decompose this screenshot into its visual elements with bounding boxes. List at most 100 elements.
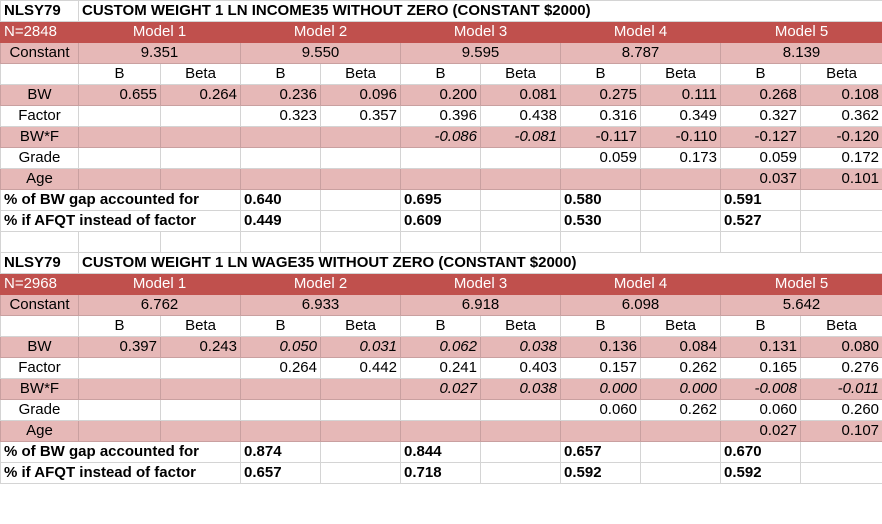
coefficient-cell[interactable]: [640, 168, 721, 190]
coefficient-cell[interactable]: -0.008: [720, 378, 801, 400]
coefficient-cell[interactable]: 0.060: [560, 399, 641, 421]
coefficient-cell[interactable]: [160, 420, 241, 442]
b-header[interactable]: B: [240, 315, 321, 337]
coefficient-cell[interactable]: 0.243: [160, 336, 241, 358]
empty-cell[interactable]: [799, 462, 882, 484]
coefficient-cell[interactable]: 0.200: [400, 84, 481, 106]
summary-value[interactable]: 0.527: [720, 210, 801, 232]
summary-value[interactable]: 0.657: [240, 462, 321, 484]
coefficient-cell[interactable]: [160, 105, 241, 127]
coefficient-cell[interactable]: -0.110: [640, 126, 721, 148]
coefficient-cell[interactable]: 0.157: [560, 357, 641, 379]
summary-value[interactable]: 0.670: [720, 441, 801, 463]
beta-header[interactable]: Beta: [799, 315, 882, 337]
coefficient-cell[interactable]: [480, 420, 561, 442]
coefficient-cell[interactable]: [240, 420, 321, 442]
empty-cell[interactable]: [480, 462, 561, 484]
coefficient-cell[interactable]: 0.107: [799, 420, 882, 442]
coefficient-cell[interactable]: 0.060: [720, 399, 801, 421]
coefficient-cell[interactable]: 0.260: [799, 399, 882, 421]
empty-cell[interactable]: [720, 231, 801, 253]
coefficient-cell[interactable]: 0.262: [640, 357, 721, 379]
empty-cell[interactable]: [799, 231, 882, 253]
coefficient-cell[interactable]: -0.120: [799, 126, 882, 148]
coefficient-cell[interactable]: 0.108: [799, 84, 882, 106]
coefficient-cell[interactable]: 0.136: [560, 336, 641, 358]
dataset-label[interactable]: NLSY79: [0, 0, 79, 22]
coefficient-cell[interactable]: [78, 126, 161, 148]
coefficient-cell[interactable]: 0.397: [78, 336, 161, 358]
coefficient-cell[interactable]: 0.081: [480, 84, 561, 106]
coefficient-cell[interactable]: [78, 399, 161, 421]
variable-label[interactable]: BW: [0, 84, 79, 106]
summary-value[interactable]: 0.449: [240, 210, 321, 232]
empty-cell[interactable]: [799, 210, 882, 232]
empty-cell[interactable]: [78, 231, 161, 253]
coefficient-cell[interactable]: [240, 399, 321, 421]
model-header[interactable]: Model 2: [240, 273, 401, 295]
coefficient-cell[interactable]: 0.101: [799, 168, 882, 190]
empty-cell[interactable]: [480, 231, 561, 253]
coefficient-cell[interactable]: 0.276: [799, 357, 882, 379]
empty-cell[interactable]: [240, 231, 321, 253]
empty-cell[interactable]: [480, 441, 561, 463]
coefficient-cell[interactable]: [320, 399, 401, 421]
coefficient-cell[interactable]: [240, 168, 321, 190]
coefficient-cell[interactable]: -0.086: [400, 126, 481, 148]
coefficient-cell[interactable]: [78, 378, 161, 400]
b-header[interactable]: B: [720, 63, 801, 85]
coefficient-cell[interactable]: 0.323: [240, 105, 321, 127]
coefficient-cell[interactable]: 0.111: [640, 84, 721, 106]
beta-header[interactable]: Beta: [480, 315, 561, 337]
coefficient-cell[interactable]: [320, 147, 401, 169]
coefficient-cell[interactable]: 0.655: [78, 84, 161, 106]
coefficient-cell[interactable]: 0.000: [560, 378, 641, 400]
model-header[interactable]: Model 4: [560, 21, 721, 43]
coefficient-cell[interactable]: [160, 126, 241, 148]
coefficient-cell[interactable]: [480, 147, 561, 169]
coefficient-cell[interactable]: 0.031: [320, 336, 401, 358]
coefficient-cell[interactable]: 0.038: [480, 378, 561, 400]
coefficient-cell[interactable]: [78, 357, 161, 379]
constant-value[interactable]: 6.918: [400, 294, 561, 316]
model-header[interactable]: Model 5: [719, 273, 882, 295]
coefficient-cell[interactable]: 0.349: [640, 105, 721, 127]
coefficient-cell[interactable]: [240, 378, 321, 400]
coefficient-cell[interactable]: [320, 420, 401, 442]
constant-value[interactable]: 6.933: [240, 294, 401, 316]
empty-cell[interactable]: [640, 189, 721, 211]
beta-header[interactable]: Beta: [799, 63, 882, 85]
dataset-label[interactable]: NLSY79: [0, 252, 79, 274]
summary-value[interactable]: 0.718: [400, 462, 481, 484]
coefficient-cell[interactable]: [160, 147, 241, 169]
model-header[interactable]: Model 3: [400, 21, 561, 43]
b-header[interactable]: B: [78, 315, 161, 337]
empty-cell[interactable]: [0, 63, 79, 85]
coefficient-cell[interactable]: 0.131: [720, 336, 801, 358]
coefficient-cell[interactable]: 0.059: [720, 147, 801, 169]
empty-cell[interactable]: [400, 231, 481, 253]
summary-value[interactable]: 0.609: [400, 210, 481, 232]
coefficient-cell[interactable]: 0.038: [480, 336, 561, 358]
constant-value[interactable]: 8.787: [560, 42, 721, 64]
model-header[interactable]: Model 2: [240, 21, 401, 43]
constant-value[interactable]: 5.642: [719, 294, 882, 316]
summary-value[interactable]: 0.640: [240, 189, 321, 211]
constant-label[interactable]: Constant: [0, 42, 79, 64]
coefficient-cell[interactable]: [78, 105, 161, 127]
empty-cell[interactable]: [320, 210, 401, 232]
coefficient-cell[interactable]: 0.027: [400, 378, 481, 400]
beta-header[interactable]: Beta: [480, 63, 561, 85]
summary-label[interactable]: % of BW gap accounted for: [0, 441, 241, 463]
empty-cell[interactable]: [799, 189, 882, 211]
coefficient-cell[interactable]: [560, 168, 641, 190]
summary-label[interactable]: % if AFQT instead of factor: [0, 210, 241, 232]
coefficient-cell[interactable]: 0.050: [240, 336, 321, 358]
coefficient-cell[interactable]: [320, 168, 401, 190]
empty-cell[interactable]: [640, 210, 721, 232]
coefficient-cell[interactable]: [160, 168, 241, 190]
sample-size[interactable]: N=2848: [0, 21, 79, 43]
coefficient-cell[interactable]: -0.117: [560, 126, 641, 148]
coefficient-cell[interactable]: 0.396: [400, 105, 481, 127]
coefficient-cell[interactable]: 0.062: [400, 336, 481, 358]
